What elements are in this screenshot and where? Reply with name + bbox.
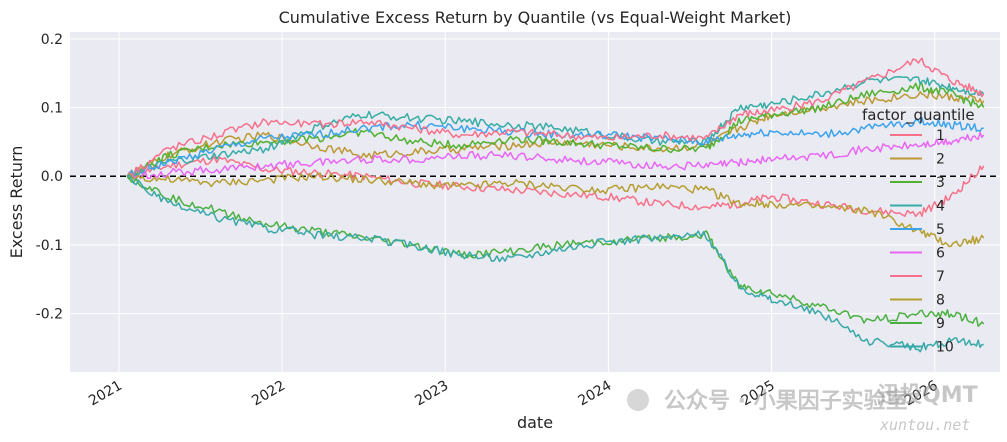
legend-label-4: 4 [936,199,945,215]
y-axis-label: Excess Return [7,146,26,259]
series-line-7 [126,57,985,178]
y-tick-label: 0.0 [41,169,63,185]
legend-label-5: 5 [936,222,945,238]
y-tick-label: 0.1 [41,101,63,117]
y-tick-label: -0.1 [36,238,63,254]
legend-label-2: 2 [936,152,945,168]
legend-label-1: 1 [936,128,945,144]
legend-label-3: 3 [936,175,945,191]
watermark-brand: 迅投QMT [878,383,978,408]
legend-label-6: 6 [936,246,945,262]
series-line-8 [126,172,985,248]
series-line-10 [126,174,984,353]
y-tick-labels: 0.2 0.1 0.0 -0.1 -0.2 [36,32,63,323]
x-tick-label: 2023 [412,378,451,410]
x-tick-label: 2021 [86,378,125,410]
legend-label-9: 9 [936,316,945,332]
chart-title: Cumulative Excess Return by Quantile (vs… [279,8,792,27]
series-lines [126,57,985,353]
y-tick-label: 0.2 [41,32,63,48]
x-tick-label: 2022 [249,378,288,410]
watermark-text: 公众号 · 小果因子实验室 [664,388,908,414]
wechat-icon [627,389,649,411]
series-line-6 [126,131,985,180]
legend-title: factor_quantile [862,106,975,125]
series-line-9 [126,175,985,327]
watermark: 公众号 · 小果因子实验室 迅投QMT xuntou.net [627,383,978,434]
watermark-url: xuntou.net [879,416,970,434]
legend-label-7: 7 [936,269,945,285]
plot-area [70,32,1000,372]
y-tick-label: -0.2 [36,307,63,323]
x-axis-label: date [517,413,553,432]
series-line-3 [126,82,985,177]
legend-label-10: 10 [936,340,954,356]
legend: factor_quantile 1 2 3 4 5 6 7 8 9 10 [862,106,975,356]
legend-label-8: 8 [936,293,945,309]
series-line-4 [126,76,985,181]
x-tick-label: 2024 [576,378,615,410]
